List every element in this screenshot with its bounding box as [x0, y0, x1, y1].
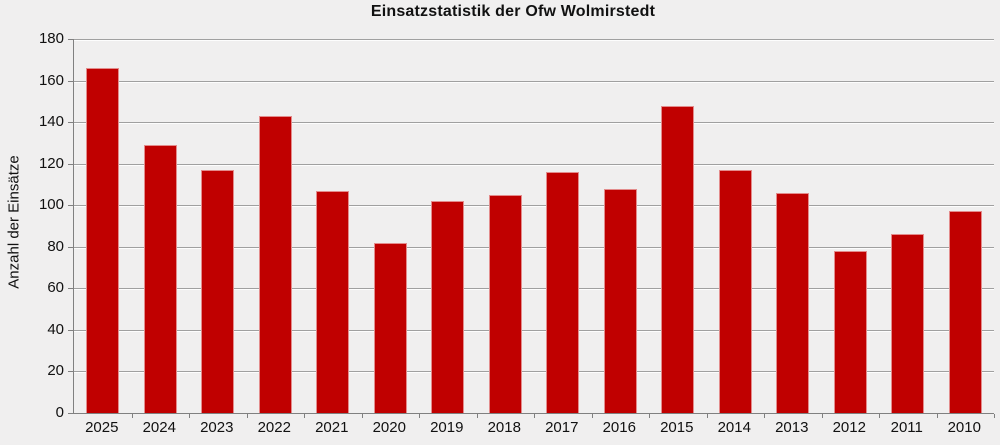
bar-2011 — [891, 234, 925, 413]
x-tick-mark-9 — [591, 414, 593, 418]
bar-2010 — [948, 211, 982, 413]
bar-2023 — [201, 169, 235, 413]
x-label-2010: 2010 — [947, 419, 981, 436]
x-tick-mark-10 — [649, 414, 650, 418]
y-tick-label-140: 140 — [38, 113, 64, 131]
x-tick-mark-1 — [131, 414, 133, 418]
x-label-2017: 2017 — [545, 419, 579, 436]
y-tick-mark-120 — [68, 163, 74, 165]
gridline-100 — [74, 205, 994, 207]
bar-2018 — [488, 194, 522, 413]
y-tick-mark-100 — [68, 205, 74, 207]
y-tick-mark-60 — [68, 288, 74, 290]
x-tick-mark-3 — [246, 414, 248, 418]
gridline-40 — [74, 329, 994, 331]
x-tick-mark-8 — [534, 414, 535, 418]
x-label-2014: 2014 — [717, 419, 751, 436]
bar-2022 — [258, 115, 292, 413]
y-tick-mark-140 — [68, 122, 74, 124]
x-label-2025: 2025 — [85, 419, 119, 436]
y-tick-label-180: 180 — [38, 30, 64, 47]
x-label-2016: 2016 — [602, 419, 636, 436]
x-label-2022: 2022 — [257, 419, 291, 436]
y-tick-label-160: 160 — [38, 71, 64, 89]
y-tick-mark-40 — [68, 329, 74, 331]
y-tick-mark-20 — [68, 371, 74, 373]
y-tick-label-40: 40 — [47, 320, 64, 338]
bar-2017 — [546, 171, 580, 413]
x-label-2023: 2023 — [200, 419, 234, 436]
y-tick-mark-0 — [68, 413, 74, 414]
x-tick-mark-13 — [821, 414, 823, 418]
bar-2019 — [431, 201, 465, 413]
gridline-160 — [74, 80, 994, 82]
y-tick-label-120: 120 — [38, 154, 64, 172]
bar-2025 — [86, 68, 120, 413]
gridline-120 — [74, 163, 994, 165]
x-label-2018: 2018 — [487, 419, 521, 436]
plot-area — [68, 39, 995, 418]
x-label-2015: 2015 — [660, 419, 694, 436]
bar-2012 — [833, 250, 867, 413]
x-tick-mark-4 — [304, 414, 305, 418]
x-label-2013: 2013 — [775, 419, 809, 436]
y-tick-label-100: 100 — [38, 196, 64, 214]
x-tick-mark-7 — [476, 414, 478, 418]
y-tick-label-20: 20 — [47, 362, 64, 380]
x-tick-mark-5 — [361, 414, 363, 418]
y-tick-mark-180 — [68, 39, 74, 40]
bar-2024 — [143, 144, 177, 413]
gridline-180 — [74, 39, 994, 40]
x-tick-mark-15 — [936, 414, 938, 418]
bar-2015 — [661, 105, 695, 413]
gridline-80 — [74, 246, 994, 248]
x-label-2021: 2021 — [315, 419, 349, 436]
y-tick-mark-80 — [68, 246, 74, 248]
x-tick-mark-12 — [764, 414, 765, 418]
bar-2013 — [776, 192, 810, 413]
x-label-2011: 2011 — [890, 419, 923, 436]
gridline-140 — [74, 122, 994, 124]
x-tick-mark-14 — [879, 414, 880, 418]
y-axis-title: Anzahl der Einsätze — [5, 155, 23, 289]
gridline-20 — [74, 371, 994, 373]
x-tick-mark-11 — [706, 414, 708, 418]
x-label-2019: 2019 — [430, 419, 464, 436]
bar-2020 — [373, 242, 407, 413]
gridline-60 — [74, 288, 994, 290]
x-tick-mark-2 — [189, 414, 190, 418]
y-tick-label-80: 80 — [47, 237, 64, 255]
y-tick-label-60: 60 — [47, 279, 64, 297]
x-label-2012: 2012 — [832, 419, 866, 436]
bar-2016 — [603, 188, 637, 413]
x-label-2020: 2020 — [372, 419, 406, 436]
x-tick-mark-16 — [994, 414, 995, 418]
y-tick-label-0: 0 — [55, 404, 64, 421]
x-label-2024: 2024 — [142, 419, 176, 436]
chart-title: Einsatzstatistik der Ofw Wolmirstedt — [370, 3, 656, 20]
x-tick-mark-6 — [419, 414, 420, 418]
bar-2014 — [718, 169, 752, 413]
y-tick-mark-160 — [68, 80, 74, 82]
bar-2021 — [316, 190, 350, 413]
